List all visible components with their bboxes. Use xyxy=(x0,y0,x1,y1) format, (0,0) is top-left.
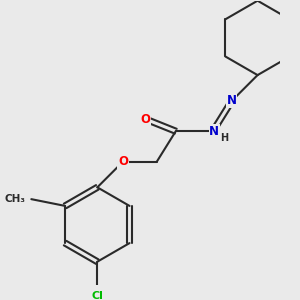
Text: N: N xyxy=(227,94,237,107)
Text: CH₃: CH₃ xyxy=(5,194,26,204)
Text: O: O xyxy=(118,155,128,168)
Text: N: N xyxy=(209,125,219,138)
Text: Cl: Cl xyxy=(92,290,103,300)
Text: H: H xyxy=(220,133,229,143)
Text: O: O xyxy=(140,112,150,125)
